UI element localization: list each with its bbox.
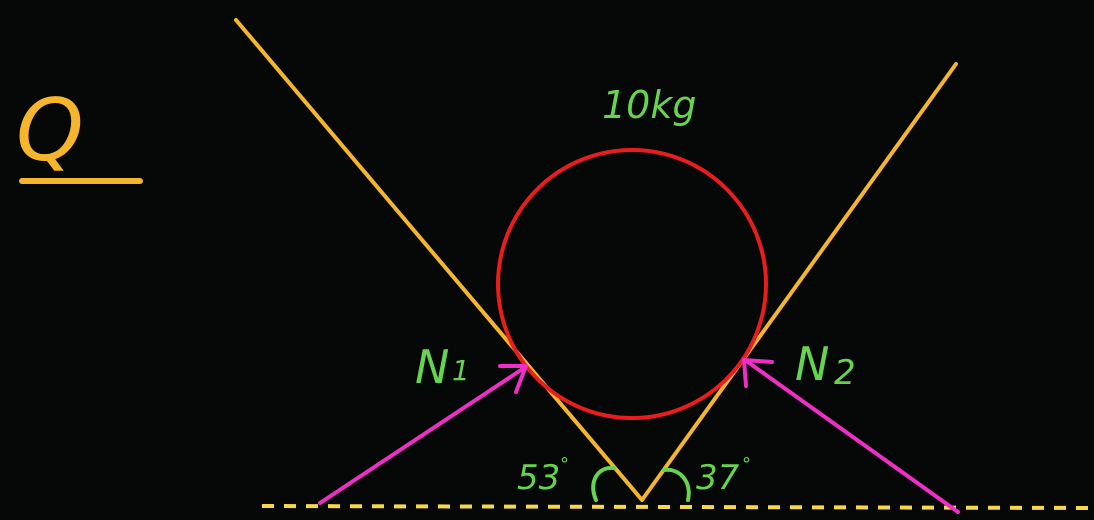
left-incline [234, 18, 644, 502]
right-angle-label: 37 ° [696, 454, 751, 498]
left-angle-value: 53 [517, 458, 560, 498]
sphere [496, 148, 768, 420]
normal-force-1-subscript: 1 [452, 354, 470, 387]
mass-label: 10kg [602, 83, 696, 127]
normal-force-1-letter: N [415, 340, 449, 394]
right-angle-value: 37 [696, 458, 740, 498]
right-angle-degree: ° [742, 454, 751, 475]
left-angle-label: 53 ° [517, 454, 569, 498]
normal-force-2-letter: N [795, 337, 829, 391]
ground-line [261, 504, 1094, 510]
left-angle-degree: ° [560, 454, 569, 475]
normal-force-1-label: N 1 [415, 340, 470, 394]
question-label: Q [16, 81, 84, 181]
right-incline [640, 62, 958, 502]
normal-force-1-arrow [318, 364, 528, 505]
normal-force-2-label: N 2 [795, 337, 856, 393]
normal-force-2-subscript: 2 [834, 353, 856, 393]
right-angle-arc [662, 467, 691, 502]
left-angle-arc [591, 465, 616, 502]
question-marker: Q [16, 81, 143, 184]
normal-force-2-arrow [742, 358, 960, 514]
